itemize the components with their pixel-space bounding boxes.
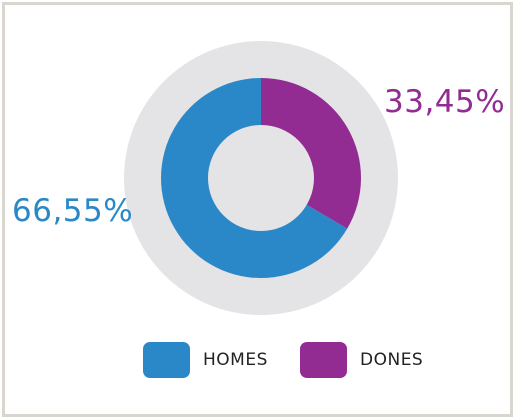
dones-percentage-label: 33,45%: [384, 84, 506, 120]
legend-swatch-dones: [300, 342, 347, 378]
legend-item-dones: DONES: [300, 342, 423, 378]
donut-hole: [208, 125, 314, 231]
homes-percentage-label: 66,55%: [12, 193, 134, 229]
legend-label-dones: DONES: [360, 350, 424, 370]
legend-item-homes: HOMES: [143, 342, 268, 378]
legend-label-homes: HOMES: [203, 350, 268, 370]
legend-swatch-homes: [143, 342, 190, 378]
